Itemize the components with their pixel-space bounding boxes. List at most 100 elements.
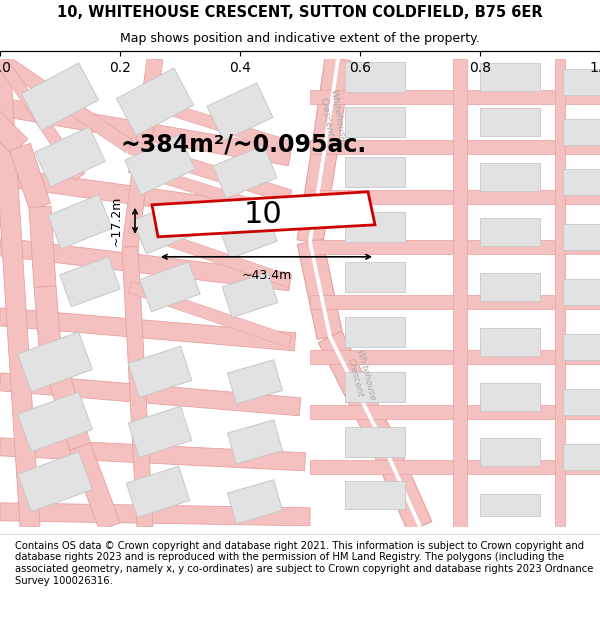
Polygon shape [310,140,600,154]
Polygon shape [0,58,40,528]
Polygon shape [310,460,600,474]
Polygon shape [40,344,91,450]
Polygon shape [563,279,600,305]
Polygon shape [345,212,405,242]
Polygon shape [0,98,292,166]
Polygon shape [480,494,540,516]
Polygon shape [0,238,291,291]
Polygon shape [379,436,421,528]
Text: Map shows position and indicative extent of the property.: Map shows position and indicative extent… [120,32,480,45]
Polygon shape [140,262,200,312]
Text: ~17.2m: ~17.2m [110,196,123,246]
Polygon shape [128,406,192,458]
Polygon shape [480,328,540,356]
Polygon shape [310,295,600,309]
Polygon shape [563,389,600,415]
Polygon shape [308,241,331,337]
Polygon shape [35,127,105,187]
Polygon shape [152,192,375,237]
Text: ~384m²/~0.095ac.: ~384m²/~0.095ac. [120,132,367,157]
Polygon shape [126,466,190,518]
Polygon shape [0,56,85,180]
Polygon shape [0,109,28,154]
Text: Whitehouse
Crescent: Whitehouse Crescent [344,349,376,405]
Polygon shape [310,240,600,254]
Polygon shape [128,161,292,222]
Polygon shape [312,57,351,149]
Polygon shape [345,107,405,137]
Polygon shape [308,147,326,242]
Polygon shape [122,246,153,528]
Polygon shape [345,427,405,457]
Polygon shape [116,68,194,136]
Polygon shape [207,83,273,141]
Polygon shape [0,438,305,471]
Polygon shape [319,331,392,442]
Polygon shape [0,308,296,351]
Polygon shape [222,272,278,318]
Polygon shape [128,140,292,204]
Text: Whitehouse
Crescent: Whitehouse Crescent [318,89,346,145]
Polygon shape [345,157,405,187]
Polygon shape [297,145,338,244]
Polygon shape [480,217,540,246]
Polygon shape [345,372,405,402]
Polygon shape [555,59,565,527]
Polygon shape [122,58,163,248]
Polygon shape [345,262,405,292]
Polygon shape [345,317,405,347]
Polygon shape [70,443,120,531]
Polygon shape [310,350,600,364]
Polygon shape [480,438,540,466]
Polygon shape [310,190,600,204]
Polygon shape [480,62,540,91]
Polygon shape [563,444,600,470]
Text: ~43.4m: ~43.4m [241,269,292,282]
Polygon shape [345,62,405,92]
Text: 10: 10 [244,200,283,229]
Polygon shape [563,119,600,145]
Polygon shape [133,200,197,254]
Polygon shape [0,503,310,526]
Polygon shape [60,257,120,307]
Polygon shape [480,107,540,136]
Polygon shape [227,420,283,464]
Polygon shape [22,63,98,131]
Polygon shape [480,272,540,301]
Polygon shape [128,221,292,288]
Polygon shape [128,346,192,398]
Polygon shape [323,59,340,147]
Polygon shape [17,332,92,392]
Polygon shape [10,143,50,210]
Polygon shape [368,431,432,532]
Polygon shape [17,392,92,452]
Polygon shape [34,286,61,348]
Polygon shape [329,336,382,437]
Polygon shape [0,53,134,152]
Polygon shape [0,373,301,416]
Polygon shape [48,195,112,249]
Polygon shape [227,480,283,524]
Polygon shape [480,162,540,191]
Polygon shape [213,145,277,198]
Polygon shape [297,239,343,339]
Text: Contains OS data © Crown copyright and database right 2021. This information is : Contains OS data © Crown copyright and d… [15,541,593,586]
Polygon shape [345,481,405,509]
Polygon shape [310,405,600,419]
Polygon shape [563,169,600,195]
Polygon shape [218,209,277,258]
Polygon shape [563,224,600,250]
Polygon shape [480,382,540,411]
Polygon shape [125,135,195,195]
Polygon shape [0,168,291,226]
Polygon shape [563,334,600,360]
Polygon shape [29,206,56,288]
Polygon shape [128,91,292,152]
Polygon shape [310,90,600,104]
Polygon shape [128,281,292,348]
Polygon shape [453,59,467,527]
Polygon shape [17,452,92,512]
Text: 10, WHITEHOUSE CRESCENT, SUTTON COLDFIELD, B75 6ER: 10, WHITEHOUSE CRESCENT, SUTTON COLDFIEL… [57,5,543,20]
Polygon shape [563,69,600,95]
Polygon shape [227,360,283,404]
